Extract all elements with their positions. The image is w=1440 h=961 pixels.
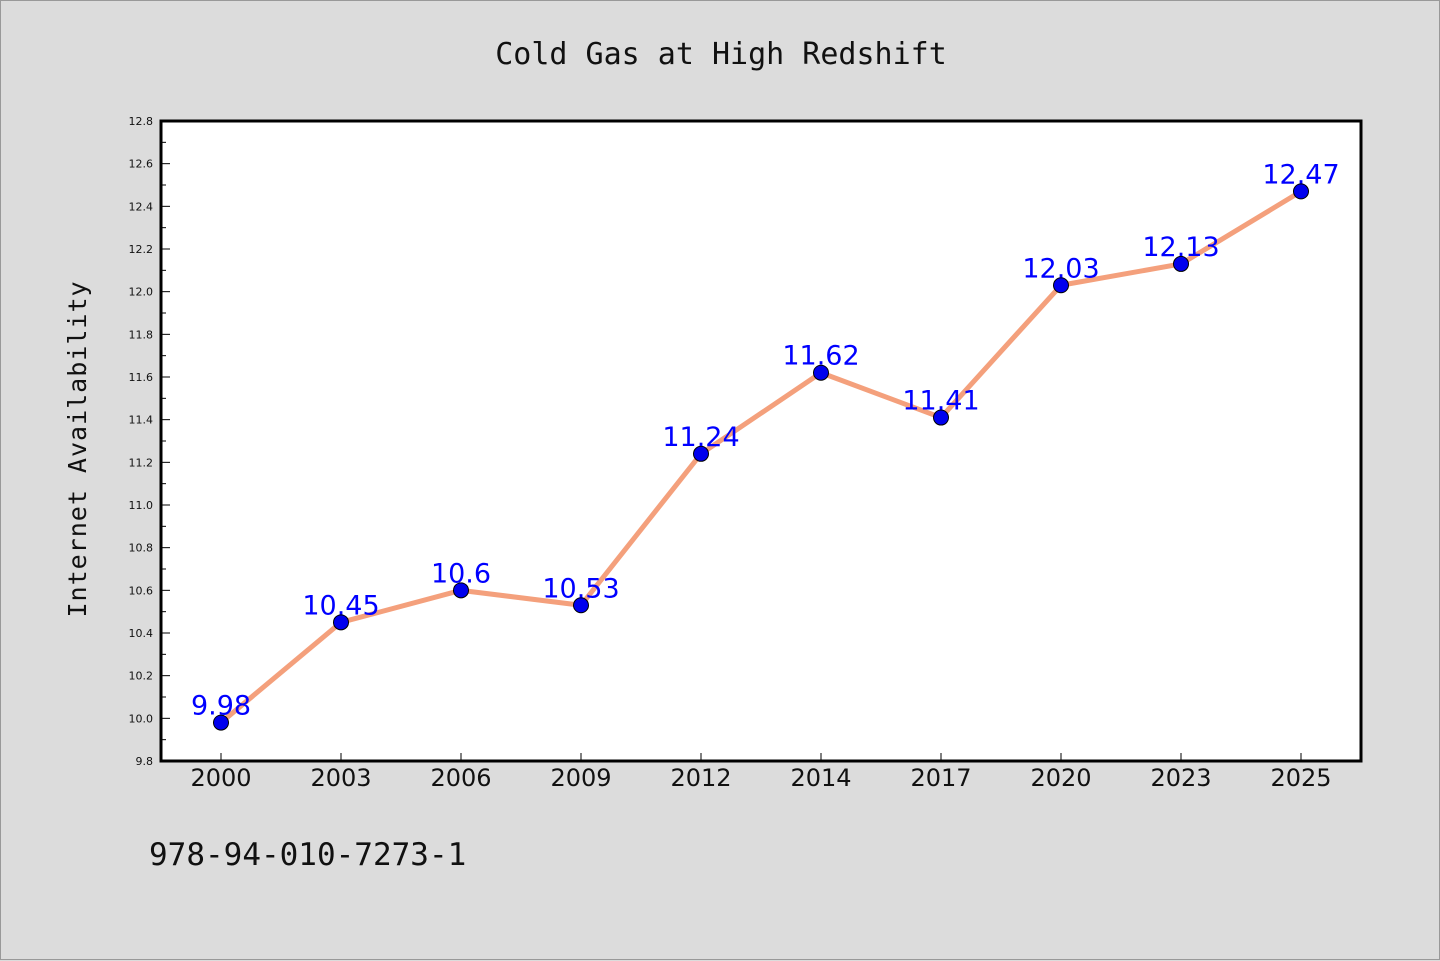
x-axis: 2000 2003 2006 2009 2012 2014 2017 2020 2023 2025 (190, 753, 1332, 792)
data-point (453, 582, 469, 599)
y-tick-label: 10.0 (129, 712, 154, 725)
data-point (1053, 277, 1069, 294)
y-tick-label: 12.4 (129, 200, 154, 213)
y-axis-label: Internet Availability (63, 280, 92, 617)
series-line (218, 188, 1304, 726)
data-point (813, 364, 829, 381)
y-axis: 9.8 10.0 10.2 10.4 10.6 10.8 11.0 11.2 11.4 11.6 1… (129, 115, 170, 768)
x-tick-label: 2003 (310, 764, 371, 792)
data-label: 10.6 (431, 558, 491, 589)
x-tick-label: 2017 (910, 764, 971, 792)
x-tick-label: 2025 (1270, 764, 1331, 792)
y-tick-label: 11.6 (129, 371, 154, 384)
data-label: 11.62 (782, 341, 859, 372)
y-tick-label: 10.2 (129, 670, 154, 683)
data-point (213, 714, 229, 731)
series-line-group (218, 188, 1304, 726)
x-tick-label: 2012 (670, 764, 731, 792)
y-tick-label: 11.4 (129, 414, 154, 427)
x-tick-label: 2009 (550, 764, 611, 792)
data-label: 12.47 (1262, 159, 1339, 190)
x-tick-label: 2000 (190, 764, 251, 792)
y-tick-label: 12.0 (129, 286, 154, 299)
data-label: 10.53 (542, 573, 619, 604)
chart-title: Cold Gas at High Redshift (495, 37, 947, 72)
data-point (693, 445, 709, 462)
markers-group (213, 183, 1309, 731)
y-tick-label: 11.8 (129, 328, 154, 341)
data-label: 12.03 (1022, 253, 1099, 284)
y-tick-label: 10.8 (129, 542, 154, 555)
data-point (933, 409, 949, 426)
x-tick-label: 2014 (790, 764, 851, 792)
y-tick-label: 11.0 (129, 499, 154, 512)
y-tick-label: 12.2 (129, 243, 154, 256)
y-tick-label: 12.6 (129, 158, 154, 171)
x-tick-label: 2020 (1030, 764, 1091, 792)
footer-isbn: 978-94-010-7273-1 (149, 837, 466, 873)
plot-area (159, 119, 1363, 763)
data-point (333, 614, 349, 631)
data-point (573, 597, 589, 614)
data-label: 10.45 (302, 590, 379, 621)
x-tick-label: 2006 (430, 764, 491, 792)
y-tick-label: 10.4 (129, 627, 154, 640)
y-tick-label: 9.8 (136, 755, 154, 768)
y-tick-label: 12.8 (129, 115, 154, 128)
data-labels-group: 9.98 10.45 10.6 10.53 11.24 11.62 11.41 12.03 12… (191, 159, 1340, 721)
y-tick-label: 11.2 (129, 456, 154, 469)
data-label: 9.98 (191, 691, 251, 722)
y-tick-label: 10.6 (129, 584, 154, 597)
data-label: 11.41 (902, 386, 979, 417)
data-point (1173, 255, 1189, 272)
x-tick-label: 2023 (1150, 764, 1211, 792)
data-point (1293, 183, 1309, 200)
data-label: 11.24 (662, 422, 739, 453)
data-label: 12.13 (1142, 232, 1219, 263)
